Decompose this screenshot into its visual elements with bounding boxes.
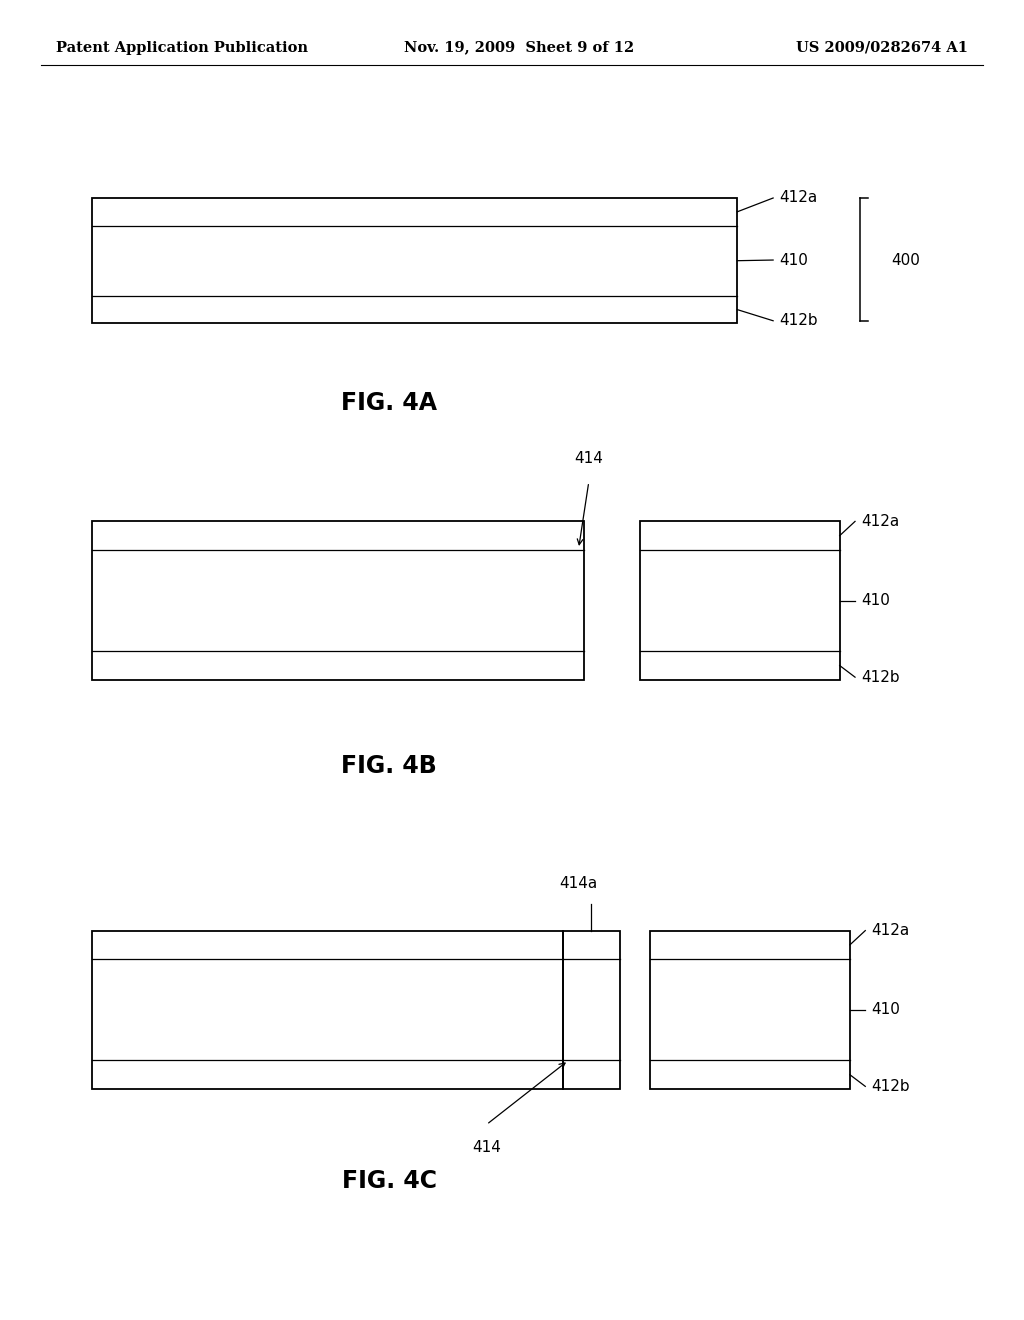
Bar: [650, 1060, 850, 1089]
Text: FIG. 4A: FIG. 4A: [341, 391, 437, 414]
Text: 412a: 412a: [871, 923, 909, 939]
Bar: [92, 651, 584, 680]
Bar: [92, 521, 584, 550]
Bar: [563, 931, 620, 960]
Bar: [92, 521, 584, 680]
Bar: [92, 296, 737, 323]
Bar: [92, 1060, 563, 1089]
Text: Nov. 19, 2009  Sheet 9 of 12: Nov. 19, 2009 Sheet 9 of 12: [404, 41, 635, 54]
Bar: [640, 550, 840, 651]
Text: 410: 410: [779, 252, 808, 268]
Bar: [563, 931, 620, 1089]
Text: Patent Application Publication: Patent Application Publication: [56, 41, 308, 54]
Bar: [563, 1060, 620, 1089]
Text: 414a: 414a: [559, 876, 598, 891]
Text: 412b: 412b: [779, 313, 818, 329]
Bar: [92, 226, 737, 296]
Bar: [92, 960, 563, 1060]
Bar: [640, 521, 840, 680]
Bar: [92, 550, 584, 651]
Text: FIG. 4C: FIG. 4C: [342, 1170, 436, 1193]
Text: 410: 410: [861, 593, 890, 609]
Bar: [563, 960, 620, 1060]
Text: 412b: 412b: [861, 669, 900, 685]
Text: US 2009/0282674 A1: US 2009/0282674 A1: [796, 41, 968, 54]
Text: 410: 410: [871, 1002, 900, 1018]
Bar: [650, 931, 850, 1089]
Text: 414: 414: [574, 451, 603, 466]
Text: 414: 414: [472, 1140, 501, 1155]
Bar: [92, 198, 737, 226]
Text: 412a: 412a: [779, 190, 817, 206]
Bar: [650, 960, 850, 1060]
Bar: [650, 931, 850, 960]
Text: 412a: 412a: [861, 513, 899, 529]
Bar: [92, 931, 563, 960]
Bar: [640, 521, 840, 550]
Bar: [92, 198, 737, 323]
Text: FIG. 4B: FIG. 4B: [341, 754, 437, 777]
Bar: [92, 931, 563, 1089]
Bar: [640, 651, 840, 680]
Text: 400: 400: [891, 252, 920, 268]
Text: 412b: 412b: [871, 1078, 910, 1094]
